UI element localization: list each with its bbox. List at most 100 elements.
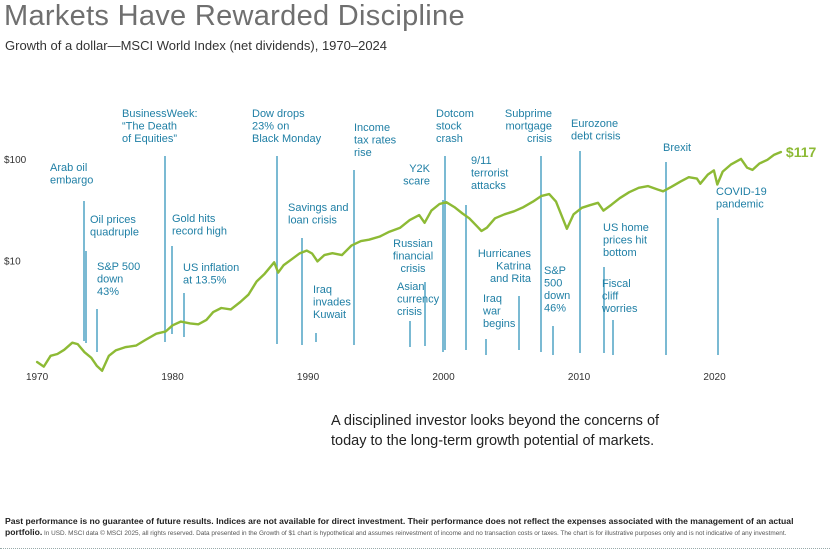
- event-label-line: rise: [354, 147, 372, 159]
- x-tick-label: 2010: [568, 372, 591, 383]
- event-label-line: crisis: [527, 133, 553, 145]
- event-label-line: COVID-19: [716, 186, 767, 198]
- event-label-line: US home: [603, 222, 649, 234]
- event-label-line: stock: [436, 121, 462, 133]
- event-label: US inflation at 13.5%: [183, 262, 239, 287]
- event-label-line: Iraq: [483, 293, 502, 305]
- event-label-line: Eurozone: [571, 118, 618, 130]
- event-label-line: Oil prices: [90, 214, 136, 226]
- event-label-line: down: [544, 290, 570, 302]
- event-label: Income tax rates rise: [354, 122, 397, 159]
- event-label-line: Asian: [397, 281, 425, 293]
- event-label: Gold hits record high: [172, 213, 227, 238]
- event-label-line: “The Death: [122, 121, 177, 133]
- event-label-line: Arab oil: [50, 162, 87, 174]
- tagline-line-1: A disciplined investor looks beyond the …: [331, 413, 660, 429]
- event-label-line: pandemic: [716, 199, 764, 211]
- x-tick-label: 1990: [297, 372, 320, 383]
- event-label-line: S&P 500: [97, 261, 140, 273]
- y-tick-label: $100: [4, 155, 27, 166]
- event-label: Iraq war begins: [482, 293, 516, 330]
- event-label-line: 9/11: [471, 155, 492, 167]
- event-label-line: at 13.5%: [183, 275, 227, 287]
- disclaimer-fine-print: In USD. MSCI data © MSCI 2025, all right…: [42, 530, 787, 537]
- event-label-line: S&P: [544, 265, 566, 277]
- event-label: Brexit: [663, 142, 691, 154]
- event-label-line: bottom: [603, 247, 637, 259]
- footer-divider: [0, 548, 830, 549]
- event-label: Eurozone debt crisis: [571, 118, 621, 143]
- series-line-msci-world: [35, 150, 783, 372]
- event-label-line: US inflation: [183, 262, 239, 274]
- event-label-line: invades: [313, 297, 351, 309]
- event-label: Iraq invades Kuwait: [313, 284, 351, 321]
- event-label: Fiscal cliff worries: [601, 278, 638, 315]
- event-label-line: Dow drops: [252, 108, 305, 120]
- event-label-line: attacks: [471, 180, 506, 192]
- chart-subtitle: Growth of a dollar—MSCI World Index (net…: [5, 38, 388, 53]
- event-label-line: Gold hits: [172, 213, 216, 225]
- event-label-line: BusinessWeek:: [122, 108, 198, 120]
- event-label: Oil prices quadruple: [90, 214, 139, 239]
- event-label: Y2K scare: [403, 163, 431, 188]
- y-tick-label: $10: [4, 256, 21, 267]
- event-label-line: and Rita: [490, 273, 532, 285]
- event-label-line: scare: [403, 176, 430, 188]
- event-label-line: cliff: [602, 291, 619, 303]
- x-tick-label: 1980: [161, 372, 184, 383]
- event-label-line: Savings and: [288, 202, 349, 214]
- end-value-label: $117: [786, 144, 817, 160]
- event-label: BusinessWeek: “The Death of Equities”: [122, 108, 198, 145]
- chart-title: Markets Have Rewarded Discipline: [4, 0, 465, 32]
- event-label-line: quadruple: [90, 227, 139, 239]
- event-label-line: 43%: [97, 286, 119, 298]
- event-label-line: terrorist: [471, 168, 508, 180]
- x-tick-label: 2000: [432, 372, 455, 383]
- x-tick-label: 1970: [26, 372, 49, 383]
- event-label-line: mortgage: [506, 121, 552, 133]
- event-label: Russian financial crisis: [393, 238, 433, 275]
- event-label: Dotcom stock crash: [436, 108, 474, 145]
- event-label-line: Y2K: [409, 163, 430, 175]
- event-label-line: 23% on: [252, 121, 289, 133]
- event-label-line: crisis: [400, 263, 426, 275]
- event-label-line: Hurricanes: [478, 248, 532, 260]
- event-label-line: Russian: [393, 238, 433, 250]
- event-label: Asian currency crisis: [397, 281, 440, 318]
- event-label: S&P 500 down 46%: [544, 265, 570, 315]
- event-label-line: prices hit: [603, 235, 647, 247]
- event-label-line: Black Monday: [252, 133, 322, 145]
- event-label-line: worries: [601, 303, 638, 315]
- event-label: Subprime mortgage crisis: [505, 108, 553, 145]
- event-label-line: crash: [436, 133, 463, 145]
- event-label: Dow drops 23% on Black Monday: [252, 108, 322, 145]
- event-label-line: 46%: [544, 303, 566, 315]
- event-label-line: war: [482, 306, 501, 318]
- event-label-line: Dotcom: [436, 108, 474, 120]
- event-label-line: Subprime: [505, 108, 552, 120]
- event-label-line: debt crisis: [571, 131, 621, 143]
- x-tick-label: 2020: [703, 372, 726, 383]
- event-label: Hurricanes Katrina and Rita: [478, 248, 532, 285]
- tagline-line-2: today to the long-term growth potential …: [331, 433, 655, 449]
- event-label-line: loan crisis: [288, 215, 337, 227]
- event-label-line: Income: [354, 122, 390, 134]
- event-label-line: currency: [397, 294, 440, 306]
- event-label-line: tax rates: [354, 135, 397, 147]
- event-label: Savings and loan crisis: [288, 202, 349, 227]
- event-label-line: Brexit: [663, 142, 691, 154]
- event-label: S&P 500 down 43%: [97, 261, 140, 298]
- growth-chart: 1970 1980 1990 2000 2010 2020 $10 $100 Arab oil…: [4, 108, 817, 383]
- event-label-line: Fiscal: [602, 278, 631, 290]
- disclaimer: Past performance is no guarantee of futu…: [5, 516, 820, 539]
- event-label-line: financial: [393, 251, 433, 263]
- event-label: COVID-19 pandemic: [716, 186, 767, 211]
- event-label-line: down: [97, 274, 123, 286]
- event-label-line: 500: [544, 278, 562, 290]
- event-label-line: crisis: [397, 306, 423, 318]
- event-label-line: record high: [172, 226, 227, 238]
- event-label: 9/11 terrorist attacks: [471, 155, 508, 192]
- event-label-line: Kuwait: [313, 309, 346, 321]
- event-label-line: Iraq: [313, 284, 332, 296]
- event-label-line: Katrina: [496, 261, 532, 273]
